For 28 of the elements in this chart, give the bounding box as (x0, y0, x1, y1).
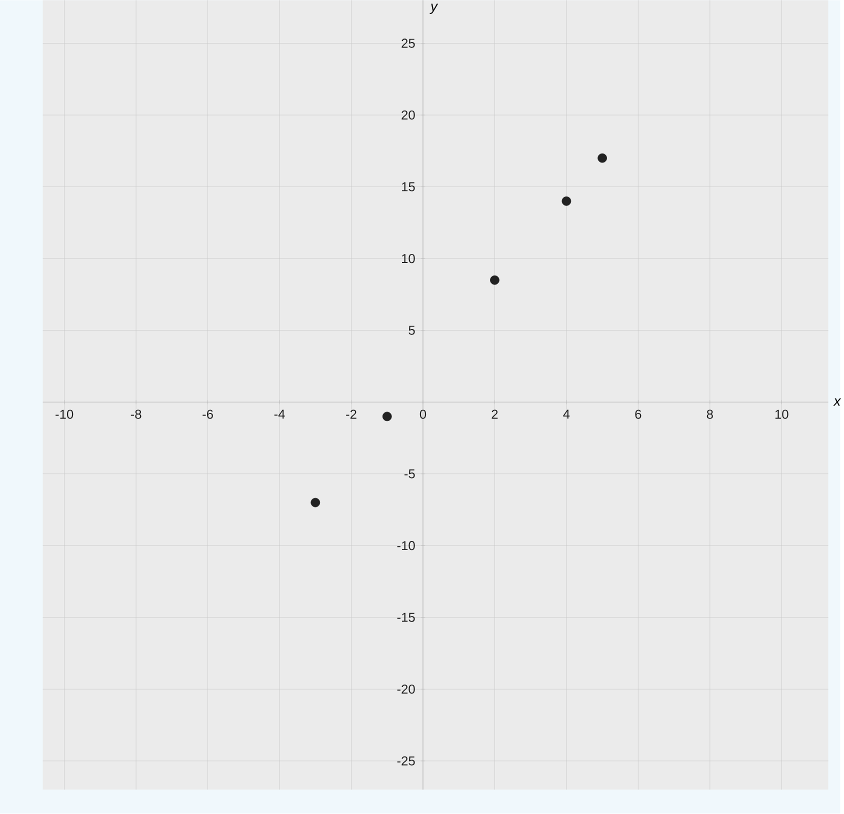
point (598, 154, 607, 163)
x-tick-label: -4 (274, 410, 285, 419)
y-tick-label: -15 (397, 613, 415, 622)
point (562, 196, 572, 206)
x-tick-label: -10 (56, 410, 74, 420)
point (310, 498, 320, 508)
y-tick-label: -5 (404, 470, 415, 479)
x-tick-label: 8 (706, 410, 713, 420)
y-tick-label: -10 (397, 541, 415, 550)
x-tick-label: 0 (420, 410, 426, 420)
y-tick-label: 20 (402, 110, 415, 120)
x-tick-label: -6 (202, 410, 213, 420)
x-axis-title: x (833, 398, 842, 406)
y-tick-label: 10 (402, 254, 415, 264)
y-tick-label: -20 (397, 684, 415, 694)
y-tick-label: 15 (402, 182, 415, 192)
point (490, 276, 500, 285)
y-tick-label: -25 (397, 756, 415, 766)
point (382, 412, 392, 422)
y-axis-title: y (430, 4, 438, 14)
y-tick-label: 5 (408, 326, 415, 336)
x-tick-label: 6 (635, 410, 642, 420)
y-tick-label: 25 (402, 38, 415, 48)
x-tick-label: -8 (130, 410, 142, 420)
x-tick-label: 2 (492, 410, 498, 419)
x-tick-label: 10 (775, 410, 788, 420)
x-tick-label: -2 (346, 410, 356, 419)
x-tick-label: 4 (563, 410, 570, 419)
